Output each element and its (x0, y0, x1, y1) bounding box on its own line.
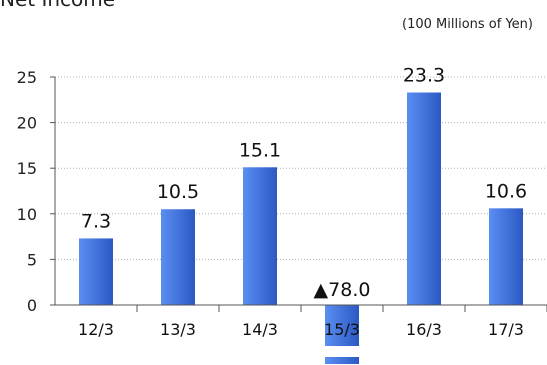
x-tick-label: 15/3 (324, 320, 360, 339)
bar-17-3 (489, 208, 523, 305)
bar-13-3 (161, 209, 195, 305)
data-label: 23.3 (403, 65, 445, 87)
x-tick-label: 13/3 (160, 320, 196, 339)
gridlines (55, 76, 547, 260)
y-tick-label: 0 (27, 296, 37, 315)
data-label: 15.1 (239, 139, 281, 161)
y-tick-label: 10 (17, 205, 37, 224)
bar-16-3 (407, 92, 441, 305)
x-tick-label: 12/3 (78, 320, 114, 339)
x-tick-label: 14/3 (242, 320, 278, 339)
bar-15-3 (325, 305, 359, 346)
labels: 0 5 10 15 20 25 7.3 12/3 10.5 13/3 15.1 14/3 ▲78.0 15… (17, 65, 528, 339)
bar-12-3 (79, 238, 113, 305)
bar-14-3 (243, 167, 277, 305)
axes (50, 76, 547, 312)
unit-label: (100 Millions of Yen) (402, 17, 533, 32)
y-tick-label: 25 (17, 68, 37, 87)
bar-stub (325, 357, 359, 364)
data-label: 10.6 (485, 180, 527, 202)
y-tick-label: 20 (17, 114, 37, 133)
chart-title: Net Income (0, 0, 115, 11)
data-label: 7.3 (81, 210, 111, 232)
y-tick-label: 15 (17, 159, 37, 178)
axis-break-gap (324, 351, 360, 357)
x-tick-label: 16/3 (406, 320, 442, 339)
bars (79, 92, 523, 364)
data-label: 10.5 (157, 181, 199, 203)
data-label: ▲78.0 (314, 279, 371, 301)
y-tick-label: 5 (27, 250, 37, 269)
x-tick-label: 17/3 (488, 320, 524, 339)
